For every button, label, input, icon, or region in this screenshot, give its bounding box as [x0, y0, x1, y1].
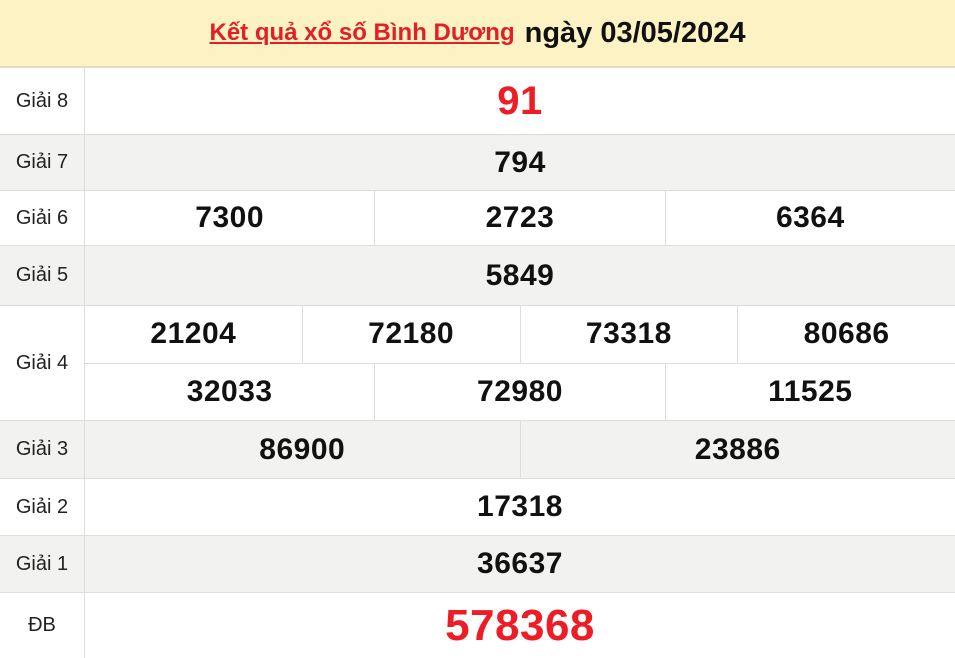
label-giai-6: Giải 6: [0, 191, 85, 245]
number-giai-8: 91: [497, 78, 543, 123]
label-giai-5: Giải 5: [0, 246, 85, 305]
number-giai-4-6: 72980: [374, 363, 664, 420]
number-giai-1: 36637: [477, 547, 563, 580]
number-giai-4-4: 80686: [737, 306, 955, 363]
label-giai-dac-biet: ĐB: [0, 593, 85, 658]
row-giai-6: Giải 6 7300 2723 6364: [0, 190, 955, 245]
number-giai-5: 5849: [485, 258, 555, 292]
row-giai-5: Giải 5 5849: [0, 245, 955, 305]
row-giai-4: Giải 4 21204 72180 73318 80686 32033 729…: [0, 305, 955, 420]
label-giai-7: Giải 7: [0, 135, 85, 190]
number-giai-4-5: 32033: [186, 374, 273, 408]
number-giai-4-3: 73318: [519, 306, 738, 363]
label-giai-4: Giải 4: [0, 306, 85, 420]
results-date: ngày 03/05/2024: [524, 16, 746, 49]
results-title-link[interactable]: Kết quả xổ số Bình Dương: [209, 19, 515, 46]
results-header: Kết quả xổ số Bình Dương ngày 03/05/2024: [0, 0, 955, 67]
number-giai-6-2: 2723: [374, 191, 664, 245]
number-giai-6-1: 7300: [195, 201, 265, 234]
number-giai-3-1: 86900: [259, 432, 346, 466]
number-giai-7: 794: [494, 145, 546, 179]
number-giai-2: 17318: [477, 490, 563, 523]
row-giai-7: Giải 7 794: [0, 134, 955, 190]
label-giai-3: Giải 3: [0, 421, 85, 478]
number-giai-4-7: 11525: [664, 363, 955, 420]
label-giai-2: Giải 2: [0, 479, 85, 535]
number-giai-6-3: 6364: [664, 191, 955, 245]
number-giai-dac-biet: 578368: [445, 600, 595, 650]
number-giai-3-2: 23886: [519, 421, 955, 478]
row-giai-1: Giải 1 36637: [0, 535, 955, 592]
number-giai-4-2: 72180: [301, 306, 520, 363]
row-giai-3: Giải 3 86900 23886: [0, 420, 955, 478]
number-giai-4-1: 21204: [150, 317, 237, 351]
row-giai-2: Giải 2 17318: [0, 478, 955, 535]
label-giai-8: Giải 8: [0, 68, 85, 134]
row-giai-dac-biet: ĐB 578368: [0, 592, 955, 658]
row-giai-8: Giải 8 91: [0, 67, 955, 134]
label-giai-1: Giải 1: [0, 536, 85, 592]
